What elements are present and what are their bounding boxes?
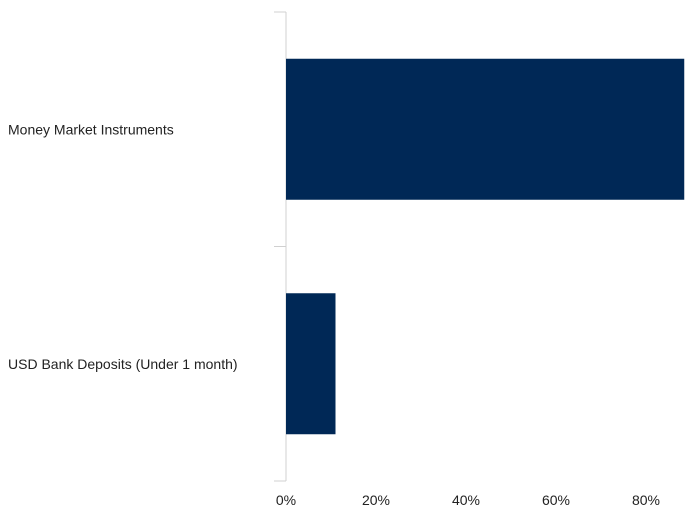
x-tick-label: 60%: [542, 492, 570, 506]
category-label: USD Bank Deposits (Under 1 month): [8, 356, 238, 372]
x-tick-label: 40%: [452, 492, 480, 506]
x-tick-labels: 0% 20% 40% 60% 80%: [276, 492, 660, 508]
x-tick-label: 20%: [362, 492, 390, 506]
x-tick-label: 0%: [276, 492, 296, 506]
axes: [274, 11, 287, 482]
bar-usd-bank-deposits-under-1-month: [286, 293, 336, 435]
category-labels: Money Market Instruments USD Bank Deposit…: [8, 121, 238, 372]
bar-money-market-instruments: [286, 58, 685, 200]
x-tick-label: 80%: [632, 492, 660, 506]
bars: [286, 58, 685, 435]
category-label: Money Market Instruments: [8, 121, 174, 137]
